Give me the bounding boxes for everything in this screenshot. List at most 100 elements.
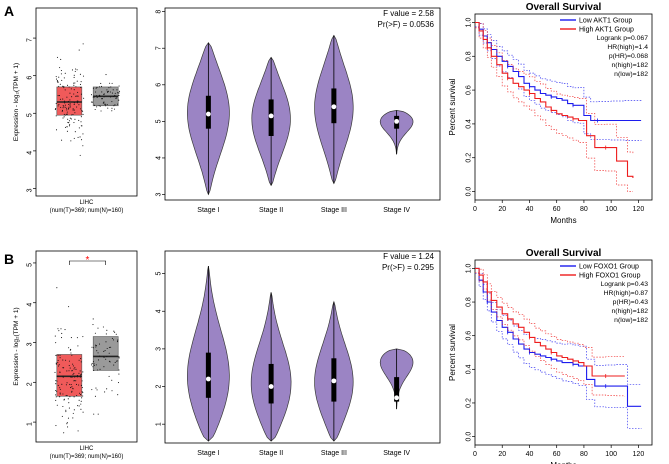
x-tick-label: 20 [498,206,506,213]
y-tick-label: 0.6 [466,85,473,95]
y-tick-label: 3 [27,342,34,346]
sample-point [70,114,73,116]
sample-point [63,77,65,79]
stat-text: p(HR)=0.43 [613,299,649,306]
sample-point [72,113,74,116]
sample-point [78,104,80,106]
sample-point [66,96,68,98]
sample-point [111,337,113,339]
violin-median-dot [268,384,274,389]
plot-frame [164,7,441,201]
sample-point [62,98,64,100]
sample-point [81,390,83,393]
violin-median-dot [331,378,337,384]
sample-point [114,331,116,333]
sample-point [99,105,101,107]
sample-point [112,89,114,91]
plot-frame [474,259,653,446]
sample-point [65,359,67,361]
sample-point [56,80,58,82]
sample-point [116,92,119,94]
sample-point [55,78,58,80]
sample-point [80,139,83,141]
sample-point [92,323,94,326]
sample-point [103,96,105,98]
f-value-text: F value = 2.58 [383,9,434,18]
sample-point [100,85,103,88]
sample-point [96,86,98,89]
sample-point [73,84,75,86]
sample-point [77,91,79,93]
sample-point [93,363,95,365]
sample-point [67,108,70,110]
sample-point [91,101,94,103]
sample-point [55,383,57,385]
sample-point [111,101,113,103]
sample-point [68,347,70,349]
sample-point [91,389,93,391]
panel-label-b: B [4,251,14,267]
survival-curve [475,21,634,178]
sample-point [55,342,57,344]
sample-point [114,92,116,94]
sample-point [61,415,63,417]
sample-point [66,126,68,128]
sample-point [109,91,111,93]
sample-point [109,96,112,98]
sample-point [82,411,84,413]
sample-point [105,74,107,76]
sample-point [115,97,117,99]
ci-lower-line [475,272,626,397]
sample-point [111,379,113,381]
sample-point [65,384,67,386]
survival-chart: Overall Survival 0 20 40 60 80 100 120 0.0 0.2 0.4… [448,2,653,225]
sample-point [78,392,81,394]
sample-point [79,73,81,75]
sample-point [93,96,95,98]
sample-point [61,139,63,141]
sample-point [68,360,70,362]
sample-point [68,370,70,372]
y-tick-label: 0.0 [466,187,473,197]
sample-point [73,102,75,104]
sample-point [55,389,57,392]
violin-median-dot [394,118,400,124]
p-value-text: Pr(>F) = 0.0536 [378,20,435,29]
stage-label: Stage I [197,207,219,214]
stat-text: Logrank p=0.43 [601,281,649,288]
sample-point [56,287,58,289]
x-tick-label: 60 [553,206,561,213]
sample-point [70,337,72,339]
sample-point [77,136,79,138]
stat-text: HR(high)=0.87 [604,290,649,297]
sample-point [76,69,78,71]
y-axis-label: Expression - log₂(TPM + 1) [13,307,20,385]
sample-point [113,330,115,332]
sample-point [57,375,59,377]
sample-point [71,96,73,98]
sample-point [69,349,71,351]
sample-point [67,398,69,400]
stage-label: Stage IV [383,207,410,214]
p-value-text: Pr(>F) = 0.295 [382,263,435,272]
x-tick-label: 0 [473,206,477,213]
sample-point [73,76,75,79]
sample-point [59,392,61,394]
sample-point [58,76,60,78]
panel-label-a: A [4,3,14,19]
sample-point [67,118,69,120]
violin-chart: 3 4 5 6 7 8 F value = 2.58 Pr(>F) = 0.0536 Stage… [156,7,441,214]
sample-point [59,67,61,69]
violin-median-dot [394,395,400,401]
sample-point [94,332,96,334]
sample-point [77,345,79,347]
sample-point [82,113,84,115]
sample-point [92,87,94,89]
sample-point [104,103,106,105]
sample-point [74,70,76,72]
sample-point [94,344,97,346]
sample-point [66,113,68,115]
sample-point [75,383,78,385]
sample-point [81,110,83,112]
